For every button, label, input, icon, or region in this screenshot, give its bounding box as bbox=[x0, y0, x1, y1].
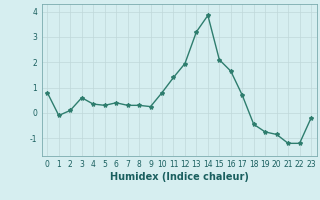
X-axis label: Humidex (Indice chaleur): Humidex (Indice chaleur) bbox=[110, 172, 249, 182]
